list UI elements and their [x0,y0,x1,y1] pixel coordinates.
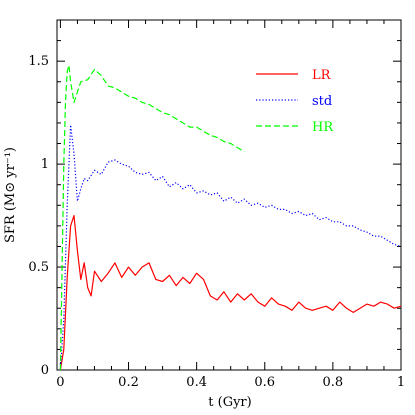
y-tick-labels: 0 0.5 1 1.5 [28,54,49,378]
y-axis-title: SFR (M⊙ yr⁻¹) [3,147,18,243]
x-tick-label: 0.8 [323,375,344,390]
legend-label-hr: HR [312,120,334,135]
x-tick-label: 1 [397,375,405,390]
y-tick-label: 1 [41,157,49,172]
x-tick-labels: 0 0.2 0.4 0.6 0.8 1 [56,375,405,390]
series-line-std [59,124,402,371]
series-line-hr [59,64,245,371]
series-group [59,64,402,371]
x-tick-label: 0 [56,375,64,390]
x-tick-label: 0.4 [186,375,207,390]
legend-label-lr: LR [312,68,332,83]
x-axis-title: t (Gyr) [208,395,251,410]
y-tick-label: 0.5 [28,260,49,275]
y-tick-label: 1.5 [28,54,49,69]
x-tick-label: 0.6 [254,375,275,390]
y-tick-label: 0 [41,363,49,378]
plot-frame [56,19,402,371]
legend-label-std: std [312,94,332,109]
x-tick-label: 0.2 [118,375,139,390]
legend: LR std HR [256,68,334,135]
series-line-lr [59,215,402,371]
axis-ticks [57,19,402,371]
